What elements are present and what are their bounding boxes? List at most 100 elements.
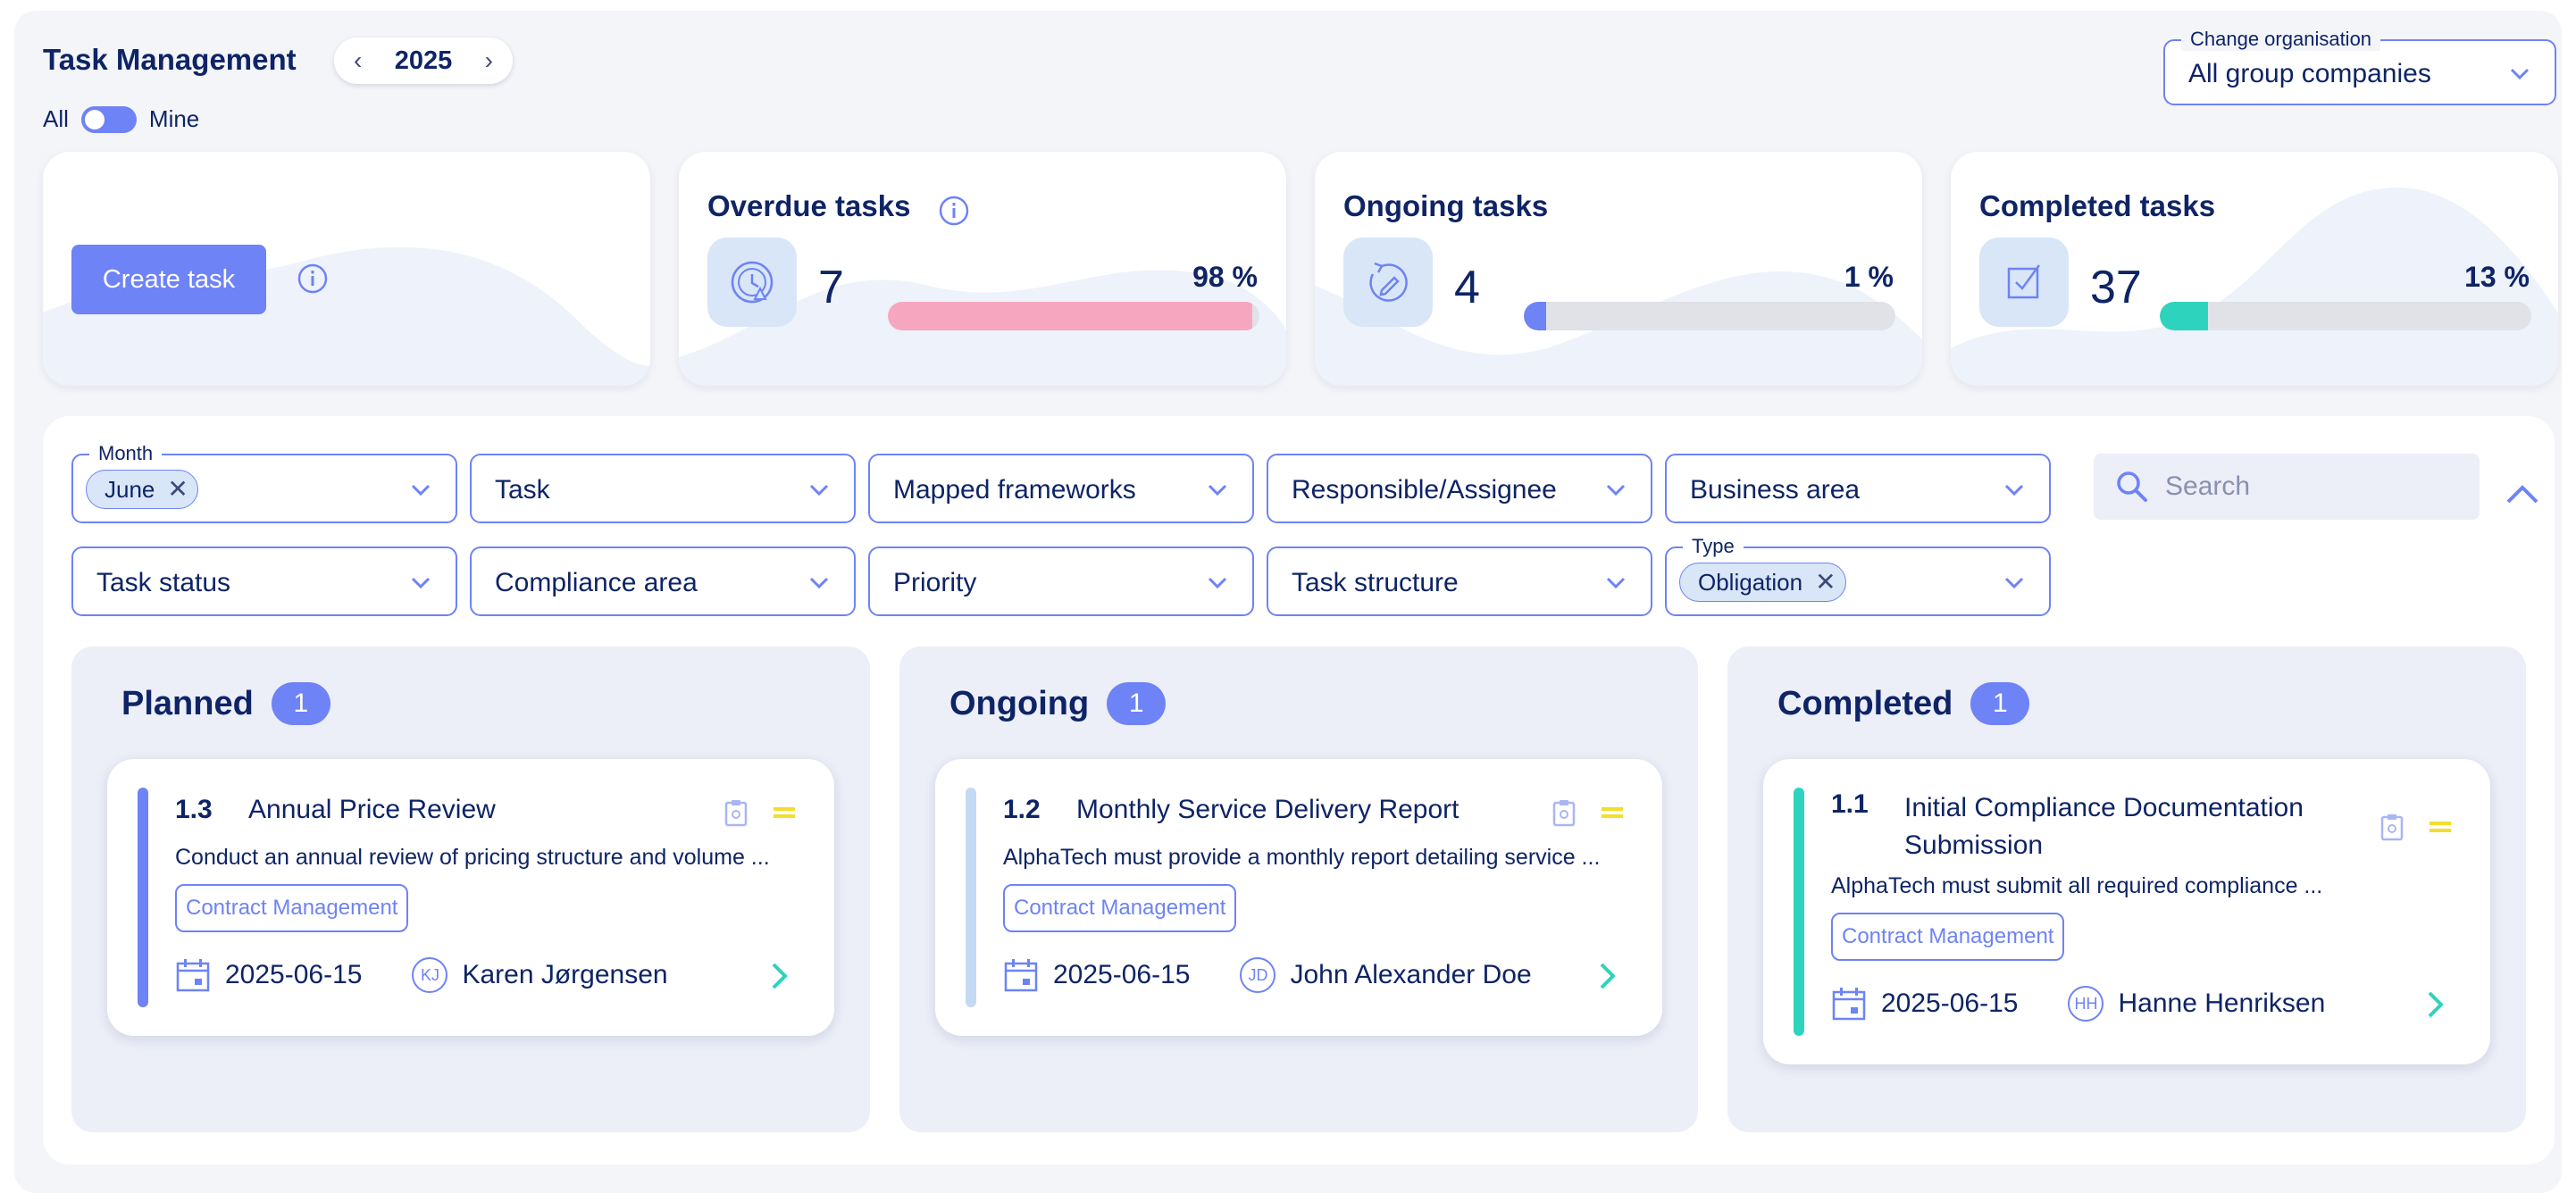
ongoing-progress-fill — [1524, 302, 1546, 330]
mapped-frameworks-filter[interactable]: Mapped frameworks — [868, 454, 1254, 523]
priority-medium-icon — [1602, 807, 1623, 818]
task-due-date: 2025-06-15 — [225, 960, 363, 989]
open-task-chevron-right-icon[interactable] — [1598, 961, 1618, 991]
overdue-progress-fill — [888, 302, 1252, 330]
task-status-stripe — [1794, 788, 1804, 1036]
completed-percent: 13 % — [2464, 261, 2530, 293]
task-title-line-2: Submission — [1904, 830, 2044, 860]
task-footer: 2025-06-15 HH Hanne Henriksen — [1831, 986, 2325, 1022]
info-icon[interactable] — [297, 263, 329, 295]
month-filter[interactable]: Month June ✕ — [71, 442, 457, 523]
organisation-select[interactable]: Change organisation All group companies — [2163, 28, 2556, 105]
calendar-icon — [1832, 988, 1866, 1021]
all-mine-switch[interactable] — [80, 105, 137, 133]
open-task-chevron-right-icon[interactable] — [2426, 989, 2446, 1020]
avatar: HH — [2068, 986, 2104, 1022]
responsible-assignee-filter[interactable]: Responsible/Assignee — [1267, 454, 1652, 523]
completed-tasks-card: Completed tasks 37 13 % — [1951, 152, 2558, 386]
chevron-down-icon — [1208, 577, 1227, 589]
clipboard-icon — [2380, 814, 2404, 841]
remove-chip-close-icon[interactable]: ✕ — [167, 475, 188, 503]
completed-tasks-title: Completed tasks — [1979, 189, 2216, 222]
type-filter[interactable]: Type Obligation ✕ — [1665, 535, 2051, 616]
card-wave-decoration — [1951, 188, 2558, 386]
toggle-label-mine: Mine — [148, 105, 200, 132]
clipboard-icon — [1552, 800, 1576, 827]
month-filter-legend: Month — [89, 442, 163, 465]
task-description: AlphaTech must submit all required compl… — [1831, 873, 2323, 898]
task-footer: 2025-06-15 JD John Alexander Doe — [1003, 957, 1532, 993]
column-count-badge: 1 — [271, 682, 330, 725]
info-icon[interactable] — [938, 195, 970, 227]
chevron-down-icon — [809, 484, 829, 496]
completed-check-icon — [1979, 238, 2069, 327]
overdue-progress-bar — [888, 302, 1259, 330]
task-card[interactable]: 1.1 Initial Compliance Documentation Sub… — [1763, 759, 2490, 1064]
overdue-percent: 98 % — [1192, 261, 1258, 293]
chevron-down-icon — [2004, 577, 2024, 589]
task-icons — [1551, 798, 1623, 827]
overdue-tasks-title: Overdue tasks — [707, 189, 911, 222]
avatar: JD — [1240, 957, 1276, 993]
column-title-label: Planned — [121, 684, 254, 722]
task-filter-label: Task — [495, 475, 550, 505]
filter-chip-label: Obligation — [1698, 568, 1803, 596]
responsible-assignee-filter-label: Responsible/Assignee — [1292, 475, 1557, 505]
task-icons — [2379, 813, 2451, 841]
task-title-line-1: Initial Compliance Documentation — [1904, 793, 2304, 822]
task-tag: Contract Management — [175, 884, 409, 932]
overdue-tasks-card: Overdue tasks 7 98 % — [679, 152, 1286, 386]
task-filter[interactable]: Task — [470, 454, 856, 523]
task-title: Annual Price Review — [248, 795, 496, 824]
search-placeholder: Search — [2165, 471, 2251, 501]
priority-filter[interactable]: Priority — [868, 546, 1254, 616]
organisation-select-value: All group companies — [2188, 59, 2431, 88]
task-status-filter[interactable]: Task status — [71, 546, 457, 616]
overdue-count: 7 — [818, 262, 844, 313]
chevron-down-icon — [411, 577, 431, 589]
completed-progress-fill — [2160, 302, 2209, 330]
clipboard-icon — [724, 800, 748, 827]
create-task-button[interactable]: Create task — [71, 245, 266, 314]
type-filter-legend: Type — [1683, 535, 1744, 558]
avatar: KJ — [412, 957, 448, 993]
task-tag: Contract Management — [1831, 913, 2065, 961]
task-header: 1.3 Annual Price Review — [175, 795, 496, 825]
open-task-chevron-right-icon[interactable] — [770, 961, 790, 991]
year-value: 2025 — [394, 46, 453, 75]
scope-toggle: All Mine — [43, 105, 199, 133]
task-header: 1.2 Monthly Service Delivery Report — [1003, 795, 1459, 825]
calendar-icon — [1004, 959, 1038, 992]
compliance-area-filter[interactable]: Compliance area — [470, 546, 856, 616]
create-task-card: Create task — [43, 152, 650, 386]
chevron-down-icon — [2004, 484, 2024, 496]
collapse-filters-chevron-up-icon[interactable] — [2505, 480, 2540, 507]
task-status-stripe — [138, 788, 148, 1007]
ongoing-tasks-title: Ongoing tasks — [1343, 189, 1549, 222]
next-year-chevron-icon[interactable]: › — [484, 46, 493, 74]
task-due-date: 2025-06-15 — [1053, 960, 1191, 989]
calendar-icon — [176, 959, 210, 992]
task-status-filter-label: Task status — [96, 568, 231, 597]
compliance-area-filter-label: Compliance area — [495, 568, 698, 597]
task-structure-filter[interactable]: Task structure — [1267, 546, 1652, 616]
task-card[interactable]: 1.3 Annual Price Review Conduct an annua… — [107, 759, 834, 1036]
organisation-select-legend: Change organisation — [2181, 28, 2381, 51]
chevron-down-icon — [809, 577, 829, 589]
remove-chip-close-icon[interactable]: ✕ — [1815, 568, 1836, 596]
business-area-filter-label: Business area — [1690, 475, 1861, 505]
search-input[interactable]: Search — [2094, 454, 2480, 520]
column-count-badge: 1 — [1107, 682, 1167, 725]
business-area-filter[interactable]: Business area — [1665, 454, 2051, 523]
task-number: 1.1 — [1831, 789, 1869, 819]
task-icons — [723, 798, 795, 827]
filter-chip-type: Obligation ✕ — [1679, 563, 1846, 602]
column-count-badge: 1 — [1970, 682, 2030, 725]
task-card[interactable]: 1.2 Monthly Service Delivery Report Alph… — [935, 759, 1662, 1036]
task-assignee: John Alexander Doe — [1290, 960, 1532, 989]
column-title: Ongoing 1 — [949, 682, 1167, 725]
previous-year-chevron-icon[interactable]: ‹ — [354, 46, 363, 74]
ongoing-tasks-card: Ongoing tasks 4 1 % — [1315, 152, 1922, 386]
task-header: 1.1 Initial Compliance Documentation Sub… — [1831, 789, 2304, 864]
task-board-panel: Month June ✕ Task Mapped frameworks Resp… — [43, 416, 2555, 1164]
